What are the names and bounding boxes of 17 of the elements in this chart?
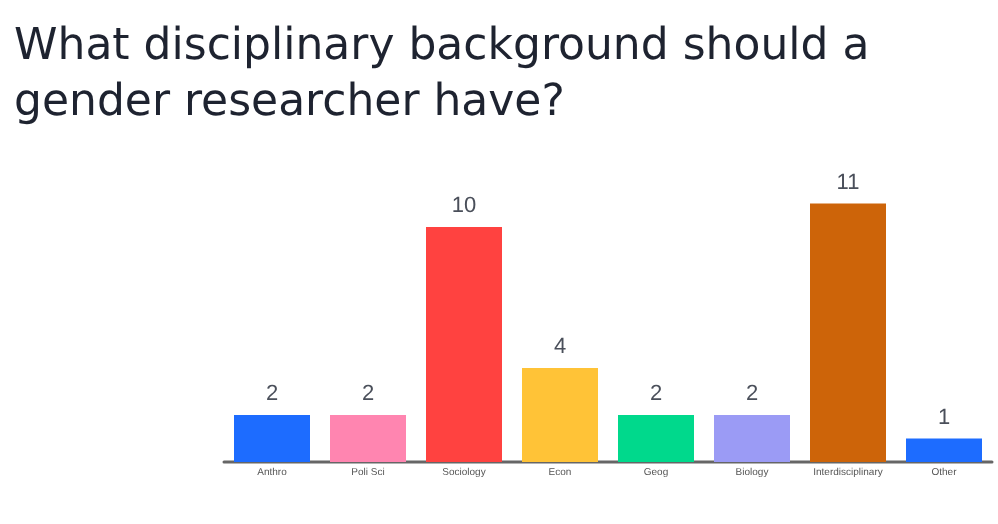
bar <box>234 415 310 462</box>
chart-title: What disciplinary background should a gender researcher have? <box>14 21 884 127</box>
bar <box>714 415 790 462</box>
data-label: 2 <box>649 382 663 406</box>
data-label: 2 <box>745 382 759 406</box>
bar <box>618 415 694 462</box>
data-label: 11 <box>836 170 860 195</box>
bar <box>906 438 982 462</box>
bar <box>330 415 406 462</box>
data-label: 4 <box>553 335 567 359</box>
bar <box>810 203 886 462</box>
bar <box>426 227 502 462</box>
data-label: 2 <box>361 382 375 406</box>
data-label: 2 <box>265 382 279 406</box>
data-label: 1 <box>937 405 951 430</box>
data-label: 10 <box>451 194 477 218</box>
bar <box>522 368 598 462</box>
